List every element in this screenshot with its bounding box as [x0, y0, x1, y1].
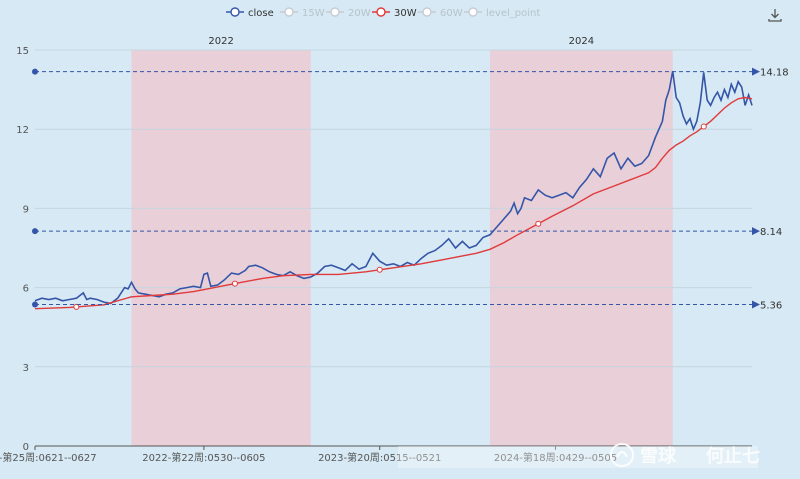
legend-item-30W[interactable]: 30W: [372, 7, 417, 19]
legend-label: 30W: [394, 8, 417, 19]
highlight-band-2022: [131, 50, 311, 446]
series-point-30W: [535, 220, 542, 227]
legend-item-15W[interactable]: 15W: [280, 7, 325, 19]
series-point-30W: [376, 266, 383, 273]
grid: [35, 49, 752, 368]
legend-item-20W[interactable]: 20W: [326, 7, 371, 19]
legend-label: 15W: [302, 8, 325, 19]
x-tick-label: 2023-第20周:0515--0521: [318, 451, 441, 464]
y-tick-label: 12: [16, 125, 29, 136]
x-tick-label: 2024-第18周:0429--0505: [494, 451, 617, 464]
series-group: [34, 70, 753, 310]
y-axis: 0 3 6 9 12 15: [16, 46, 29, 453]
legend-label: 20W: [348, 8, 371, 19]
legend-swatch-dot: [284, 7, 294, 17]
reference-lines: 14.18 8.14 5.36: [32, 67, 789, 311]
series-line-close: [34, 70, 753, 305]
series-point-30W: [231, 280, 238, 287]
ref-line-label: 14.18: [760, 68, 789, 79]
legend-label: close: [248, 8, 274, 19]
download-icon[interactable]: [766, 6, 784, 24]
y-tick-label: 0: [23, 442, 29, 453]
x-tick-label: 2021-第25周:0621--0627: [0, 451, 97, 464]
ref-line-label: 5.36: [760, 300, 782, 311]
y-tick-label: 3: [23, 363, 29, 374]
legend: close 15W 20W 30W 60W level_point: [226, 7, 540, 19]
legend-swatch-dot: [230, 7, 240, 17]
legend-item-level_point[interactable]: level_point: [464, 7, 540, 19]
series-point-30W: [700, 123, 707, 130]
highlight-bands: 2022 2024: [131, 36, 673, 446]
y-tick-label: 6: [23, 284, 29, 295]
legend-item-60W[interactable]: 60W: [418, 7, 463, 19]
legend-label: level_point: [486, 8, 540, 19]
legend-item-close[interactable]: close: [226, 7, 274, 19]
ref-line-arrow: [752, 227, 760, 236]
ref-line-arrow: [752, 300, 760, 309]
legend-swatch-dot: [422, 7, 432, 17]
watermark: 雪球 何止七: [610, 443, 760, 467]
band-label-2022: 2022: [208, 36, 233, 47]
watermark-brand: 雪球: [640, 446, 677, 467]
y-tick-label: 15: [16, 46, 29, 57]
highlight-band-2024: [490, 50, 673, 446]
legend-swatch-dot: [330, 7, 340, 17]
legend-swatch-dot: [468, 7, 478, 17]
band-label-2024: 2024: [569, 36, 594, 47]
legend-swatch-dot: [376, 7, 386, 17]
ref-line-label: 8.14: [760, 227, 782, 238]
y-tick-label: 9: [23, 204, 29, 215]
watermark-author: 何止七: [706, 445, 760, 467]
ref-line-arrow: [752, 67, 760, 76]
series-point-30W: [73, 303, 80, 310]
data-zoom-slider[interactable]: [398, 446, 758, 468]
x-tick-label: 2022-第22周:0530--0605: [142, 451, 265, 464]
snowball-logo-icon: [610, 443, 634, 467]
legend-label: 60W: [440, 8, 463, 19]
x-axis: 2021-第25周:0621--0627 2022-第22周:0530--0605…: [0, 445, 752, 464]
